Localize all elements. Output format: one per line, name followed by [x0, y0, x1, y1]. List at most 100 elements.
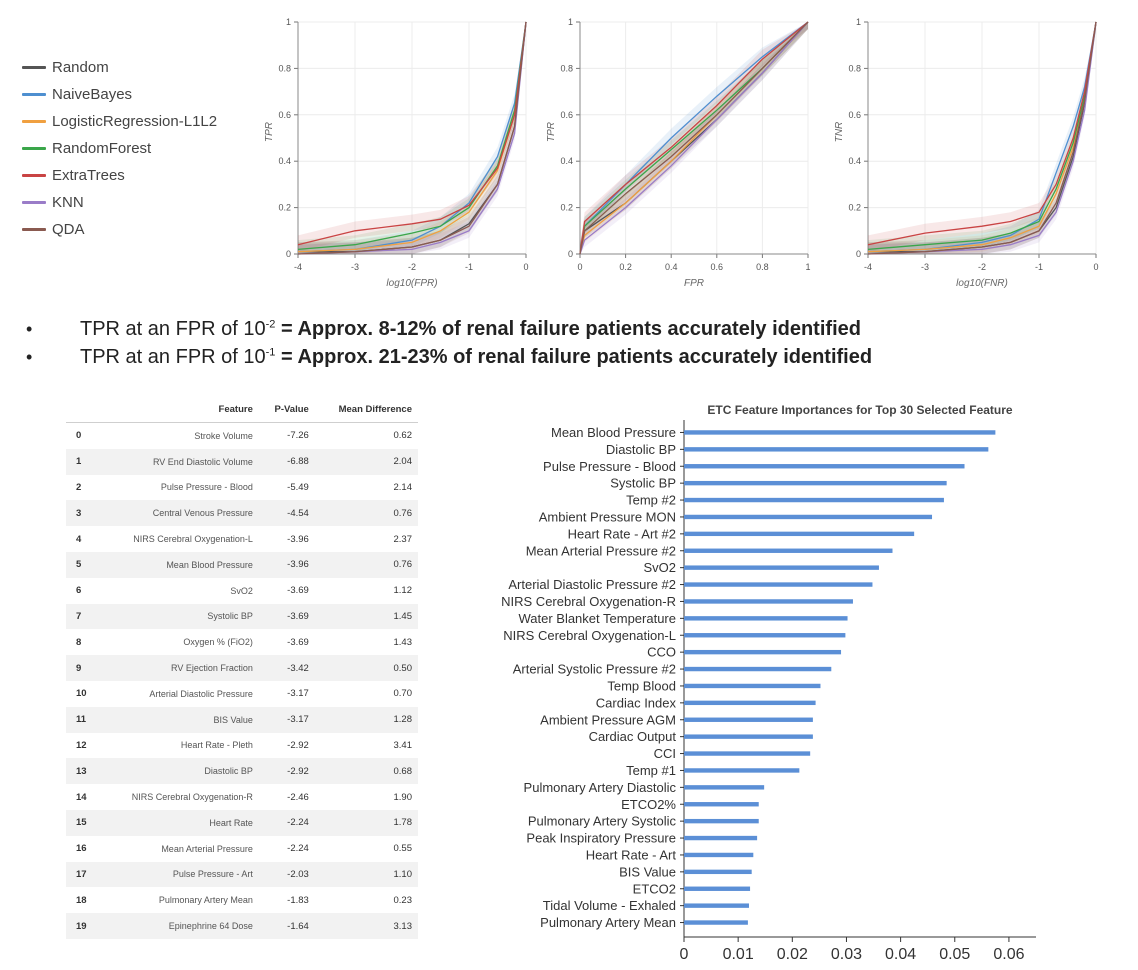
legend-item: QDA [22, 216, 262, 243]
table-row: 19 Epinephrine 64 Dose -1.64 3.13 [66, 913, 418, 939]
cell-mean-difference: 1.28 [314, 706, 418, 733]
bullet-dot: • [26, 319, 33, 339]
cell-mean-difference: 1.12 [393, 585, 413, 597]
table-row: 1 RV End Diastolic Volume -6.88 2.04 [66, 448, 418, 475]
cell-feature: SvO2 [230, 585, 253, 596]
bar-category-label: Cardiac Output [589, 729, 677, 744]
cell-mean-difference: 0.62 [393, 430, 413, 442]
legend-item: NaiveBayes [22, 81, 262, 108]
legend-label: KNN [52, 194, 84, 211]
cell-pvalue: -3.42 [258, 655, 315, 681]
table-row: 16 Mean Arterial Pressure -2.24 0.55 [66, 836, 418, 862]
x-axis-label: log10(FNR) [956, 278, 1008, 289]
series-line [867, 21, 1097, 251]
bar-category-label: Ambient Pressure AGM [540, 712, 676, 727]
bar-category-label: Pulse Pressure - Blood [543, 459, 676, 474]
x-tick-label: -3 [921, 262, 929, 272]
x-tick-label: 0.03 [831, 946, 862, 963]
cell-pvalue: -3.96 [287, 533, 309, 545]
cell-pvalue: -1.83 [287, 894, 309, 906]
importance-bar [684, 852, 754, 858]
bullet-statement: = Approx. 21-23% of renal failure patien… [275, 346, 873, 368]
cell-mean-difference: 0.50 [314, 655, 418, 681]
legend-item: RandomForest [22, 135, 262, 162]
bar-category-label: Water Blanket Temperature [518, 611, 676, 626]
importance-bar [684, 531, 915, 537]
cell-pvalue: -3.69 [258, 603, 315, 630]
importance-bar [684, 886, 751, 891]
table-row: 17 Pulse Pressure - Art -2.03 1.10 [66, 861, 418, 888]
cell-feature: Oxygen % (FiO2) [183, 637, 253, 648]
cell-index: 14 [76, 791, 87, 803]
table-row: 0 Stroke Volume -7.26 0.62 [66, 423, 418, 449]
cell-feature: Pulmonary Artery Mean [158, 895, 253, 906]
series-line [297, 21, 527, 246]
bar-category-label: Pulmonary Artery Mean [540, 915, 676, 930]
x-tick-label: -4 [864, 262, 872, 272]
bullet-exponent: -1 [265, 346, 276, 359]
legend-swatch [22, 93, 46, 96]
bar-category-label: NIRS Cerebral Oxygenation-L [503, 628, 676, 643]
table-header-row: Feature P-Value Mean Difference [66, 396, 418, 423]
legend-item: Random [22, 54, 262, 81]
series-line [579, 21, 809, 255]
x-tick-label: 0.05 [939, 946, 970, 963]
legend-swatch [22, 174, 46, 177]
series-line [867, 21, 1097, 255]
cell-pvalue: -3.17 [287, 688, 309, 700]
legend-swatch [22, 147, 46, 150]
x-tick-label: 0 [523, 262, 528, 272]
importance-bar [684, 548, 893, 553]
x-tick-label: 0.6 [711, 262, 724, 272]
cell-feature: Heart Rate [98, 809, 259, 836]
bar-category-label: Tidal Volume - Exhaled [543, 898, 676, 913]
cell-pvalue: -2.92 [258, 758, 315, 785]
series-line [867, 21, 1097, 246]
cell-index: 3 [66, 500, 99, 527]
bullet-text: TPR at an FPR of 10-2 = Approx. 8-12% of… [80, 318, 861, 341]
cell-index: 17 [66, 861, 99, 888]
importance-bar [684, 565, 879, 570]
x-tick-label: -3 [351, 262, 359, 272]
cell-mean-difference: 1.78 [314, 809, 418, 836]
cell-feature: Systolic BP [98, 603, 259, 630]
bullet-exponent: -2 [265, 318, 276, 331]
cell-feature: Stroke Volume [194, 430, 253, 441]
legend-label: RandomForest [52, 140, 152, 157]
y-axis-label: TPR [264, 122, 275, 142]
x-tick-label: 0 [680, 946, 689, 963]
cell-index: 1 [66, 448, 99, 475]
legend-label: LogisticRegression-L1L2 [52, 113, 218, 130]
cell-mean-difference: 1.43 [393, 636, 413, 648]
bar-category-label: Ambient Pressure MON [539, 509, 676, 524]
cell-pvalue: -7.26 [287, 430, 309, 442]
bar-category-label: SvO2 [643, 560, 676, 575]
importance-bar [684, 785, 765, 790]
importance-bar [684, 447, 989, 452]
importance-bar [684, 464, 965, 469]
table-row: 3 Central Venous Pressure -4.54 0.76 [66, 500, 418, 527]
legend-item: LogisticRegression-L1L2 [22, 108, 262, 135]
importance-bar [684, 920, 748, 925]
table-row: 14 NIRS Cerebral Oxygenation-R -2.46 1.90 [66, 784, 418, 810]
table-header-mean-difference: Mean Difference [314, 396, 418, 423]
importance-bar [684, 430, 996, 435]
bullet-line: • TPR at an FPR of 10-1 = Approx. 21-23%… [26, 346, 1126, 374]
cell-pvalue: -2.24 [287, 843, 309, 855]
roc-chart-fpr: 0 0.2 0.4 0.6 0.8 1 0 0.2 0.4 0.6 0.8 1 FPR TPR [546, 17, 811, 289]
series-line [579, 21, 809, 255]
cell-mean-difference: 0.55 [393, 843, 413, 855]
cell-mean-difference: 2.14 [393, 481, 413, 493]
series-line [579, 21, 809, 255]
cell-index: 5 [66, 551, 99, 578]
bar-category-label: CCO [647, 645, 676, 660]
cell-feature: Mean Arterial Pressure [161, 843, 253, 854]
x-tick-label: 0.8 [756, 262, 769, 272]
cell-feature: Pulse Pressure - Blood [160, 482, 253, 493]
table-row: 4 NIRS Cerebral Oxygenation-L -3.96 2.37 [66, 526, 418, 552]
cell-pvalue: -3.17 [258, 706, 315, 733]
bar-category-label: Systolic BP [610, 476, 676, 491]
table-row: 5 Mean Blood Pressure -3.96 0.76 [66, 551, 418, 578]
cell-index: 0 [76, 430, 82, 442]
cell-mean-difference: 0.68 [314, 758, 418, 785]
